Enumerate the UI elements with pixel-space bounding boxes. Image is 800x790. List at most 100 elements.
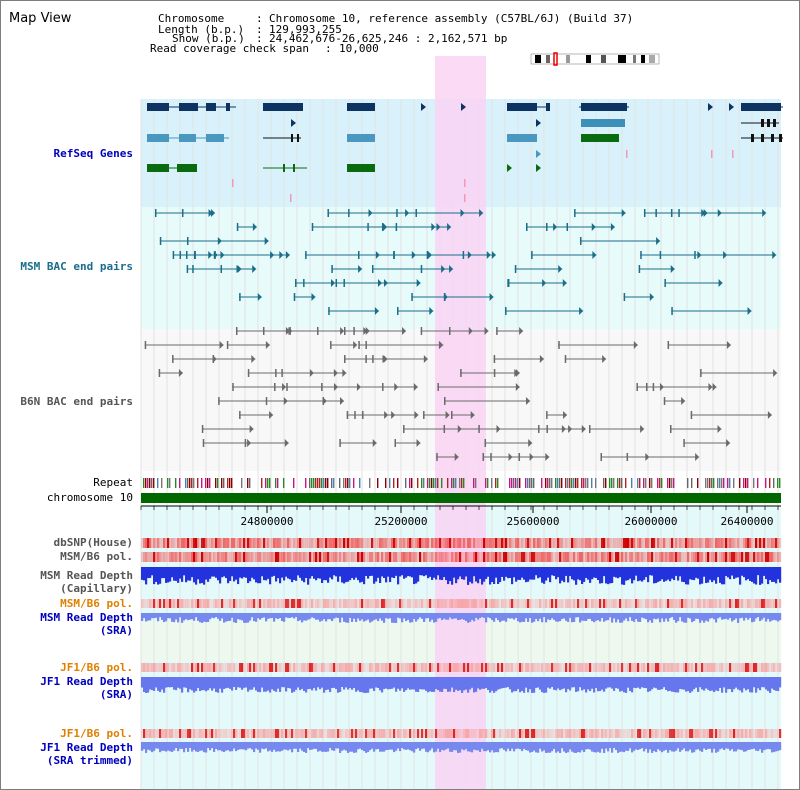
depth-bar (771, 677, 774, 689)
depth-bar (619, 567, 622, 578)
heat-cell (541, 729, 544, 738)
heat-cell (263, 599, 266, 608)
depth-bar (525, 613, 528, 619)
repeat-mark (247, 478, 249, 488)
repeat-mark (331, 478, 333, 488)
heat-cell (607, 552, 610, 562)
depth-bar (237, 742, 240, 750)
depth-bar (461, 567, 464, 580)
depth-bar (351, 567, 354, 579)
heat-cell (281, 663, 284, 672)
depth-bar (427, 742, 430, 753)
heat-cell (761, 552, 764, 562)
depth-bar (287, 677, 290, 688)
heat-cell (255, 538, 258, 548)
heat-cell (339, 729, 342, 738)
depth-bar (333, 613, 336, 619)
heat-cell (675, 552, 678, 562)
chromosome-ideogram[interactable] (531, 54, 659, 64)
heat-cell (631, 538, 634, 548)
repeat-mark (531, 478, 533, 488)
heat-cell (779, 663, 782, 672)
bac-end (482, 453, 485, 461)
heat-cell (321, 663, 324, 672)
depth-bar (431, 567, 434, 580)
heat-cell (585, 538, 588, 548)
heat-cell (677, 599, 680, 608)
depth-bar (235, 742, 238, 752)
heat-cell (663, 729, 666, 738)
depth-bar (767, 567, 770, 585)
depth-bar (519, 677, 522, 693)
depth-bar (459, 567, 462, 577)
depth-bar (513, 742, 516, 752)
heat-cell (327, 729, 330, 738)
depth-bar (565, 567, 568, 576)
heat-cell (343, 663, 346, 672)
heat-cell (651, 663, 654, 672)
heat-cell (507, 729, 510, 738)
depth-bar (385, 677, 388, 689)
heat-cell (627, 538, 630, 548)
depth-bar (449, 677, 452, 692)
depth-bar (161, 742, 164, 751)
depth-bar (691, 742, 694, 753)
heat-cell (699, 599, 702, 608)
depth-bar (301, 677, 304, 689)
heat-cell (171, 599, 174, 608)
depth-bar (533, 742, 536, 751)
heat-cell (401, 663, 404, 672)
heat-cell (503, 538, 506, 548)
depth-bar (339, 677, 342, 692)
heat-cell (387, 729, 390, 738)
depth-bar (563, 613, 566, 619)
depth-bar (721, 567, 724, 585)
depth-bar (327, 567, 330, 583)
heat-cell (495, 663, 498, 672)
depth-bar (187, 567, 190, 581)
heat-cell (731, 729, 734, 738)
depth-bar (685, 742, 688, 752)
bac-end-arrow (265, 341, 270, 349)
heat-cell (585, 599, 588, 608)
heat-cell (361, 663, 364, 672)
heat-cell (581, 552, 584, 562)
depth-bar (427, 677, 430, 693)
bac-end (626, 453, 629, 461)
heat-cell (545, 538, 548, 548)
heat-cell (147, 599, 150, 608)
depth-bar (617, 613, 620, 620)
heat-cell (181, 538, 184, 548)
repeat-mark (769, 478, 771, 488)
heat-cell (319, 538, 322, 548)
depth-bar (211, 677, 214, 691)
heat-cell (531, 538, 534, 548)
bac-end (579, 237, 582, 245)
heat-cell (261, 599, 264, 608)
depth-bar (573, 567, 576, 581)
depth-bar (381, 742, 384, 752)
depth-bar (615, 677, 618, 688)
depth-bar (433, 567, 436, 578)
repeat-mark (621, 478, 623, 488)
depth-bar (219, 742, 222, 751)
heat-cell (545, 729, 548, 738)
heat-cell (645, 729, 648, 738)
repeat-mark (509, 478, 511, 488)
heat-cell (547, 552, 550, 562)
heat-cell (257, 729, 260, 738)
depth-bar (607, 677, 610, 688)
heat-cell (715, 538, 718, 548)
depth-bar (679, 567, 682, 577)
depth-bar (617, 677, 620, 689)
depth-bar (545, 567, 548, 581)
heat-cell (141, 599, 144, 608)
depth-bar (221, 613, 224, 619)
bac-end (623, 293, 626, 301)
heat-cell (501, 538, 504, 548)
heat-cell (331, 599, 334, 608)
depth-bar (677, 613, 680, 622)
heat-cell (741, 729, 744, 738)
depth-bar (631, 613, 634, 621)
